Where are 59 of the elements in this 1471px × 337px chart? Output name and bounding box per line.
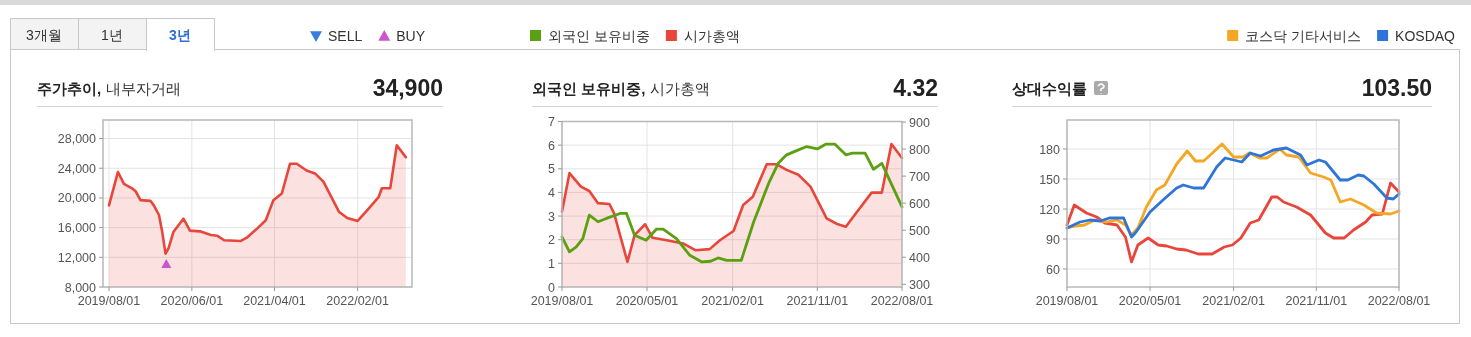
y-tick-label: 1 — [548, 256, 556, 271]
x-tick-label: 2021/02/01 — [1202, 294, 1265, 308]
y-tick-label: 28,000 — [57, 132, 97, 147]
y-tick-label: 24,000 — [57, 161, 97, 176]
x-tick-label: 2022/08/01 — [1367, 294, 1431, 308]
y-tick-label: 150 — [1039, 172, 1061, 187]
chart-subtitle: 내부자거래 — [106, 80, 182, 97]
chart-title: 외국인 보유비중, — [532, 80, 646, 97]
x-tick-label: 2021/04/01 — [243, 294, 306, 308]
legend-label: SELL — [328, 28, 363, 44]
y-tick-label: 5 — [548, 162, 556, 177]
y2-tick-label: 800 — [909, 142, 930, 157]
y-tick-label: 0 — [548, 280, 556, 295]
text: 3년 — [169, 27, 191, 43]
x-tick-label: 2022/08/01 — [870, 294, 934, 308]
y-tick-label: 6 — [548, 138, 556, 153]
line-series — [1065, 181, 1401, 264]
y-tick-label: 2 — [548, 233, 556, 248]
y-tick-label: 20,000 — [57, 191, 97, 206]
x-tick-label: 2020/06/01 — [160, 294, 224, 308]
y-tick-label: 8,000 — [64, 280, 97, 295]
y-tick-label: 4 — [548, 185, 556, 200]
y2-tick-label: 500 — [909, 223, 930, 238]
y2-tick-label: 700 — [909, 169, 930, 184]
legend-label: KOSDAQ — [1395, 28, 1456, 44]
y-tick-label: 3 — [548, 209, 556, 224]
y-tick-label: 120 — [1039, 202, 1061, 217]
chart-title: 주가추이, — [37, 80, 102, 97]
chart-title: 상대수익률 — [1012, 80, 1087, 97]
line-series — [560, 142, 904, 264]
x-tick-label: 2021/02/01 — [701, 294, 764, 308]
x-tick-label: 2020/05/01 — [1118, 294, 1182, 308]
y-tick-label: 7 — [548, 115, 556, 129]
y2-tick-label: 300 — [909, 277, 930, 292]
chart-subtitle: 시가총액 — [650, 80, 711, 97]
legend-label: 시가총액 — [683, 28, 740, 44]
legend-label: 외국인 보유비중 — [548, 28, 650, 44]
x-tick-label: 2021/11/01 — [786, 294, 849, 308]
text: 103.50 — [1361, 75, 1432, 101]
x-tick-label: 2022/02/01 — [326, 294, 389, 308]
y-tick-label: 12,000 — [57, 250, 97, 265]
legend-label: BUY — [396, 28, 426, 44]
text: 34,900 — [372, 75, 443, 101]
x-tick-label: 2020/05/01 — [615, 294, 679, 308]
text: 3개월 — [26, 27, 62, 43]
text: 4.32 — [893, 75, 938, 101]
x-tick-label: 2019/08/01 — [530, 294, 594, 308]
x-tick-label: 2019/08/01 — [1035, 294, 1099, 308]
x-tick-label: 2021/11/01 — [1285, 294, 1348, 308]
y2-tick-label: 600 — [909, 196, 930, 211]
text: 1년 — [101, 27, 123, 43]
legend-label: 코스닥 기타서비스 — [1245, 28, 1362, 44]
y-tick-label: 60 — [1046, 262, 1061, 277]
y-tick-label: 16,000 — [57, 221, 97, 236]
x-tick-label: 2019/08/01 — [77, 294, 141, 308]
y-tick-label: 180 — [1039, 142, 1061, 157]
y-tick-label: 90 — [1046, 232, 1061, 247]
y2-tick-label: 900 — [909, 115, 930, 130]
y2-tick-label: 400 — [909, 250, 930, 265]
